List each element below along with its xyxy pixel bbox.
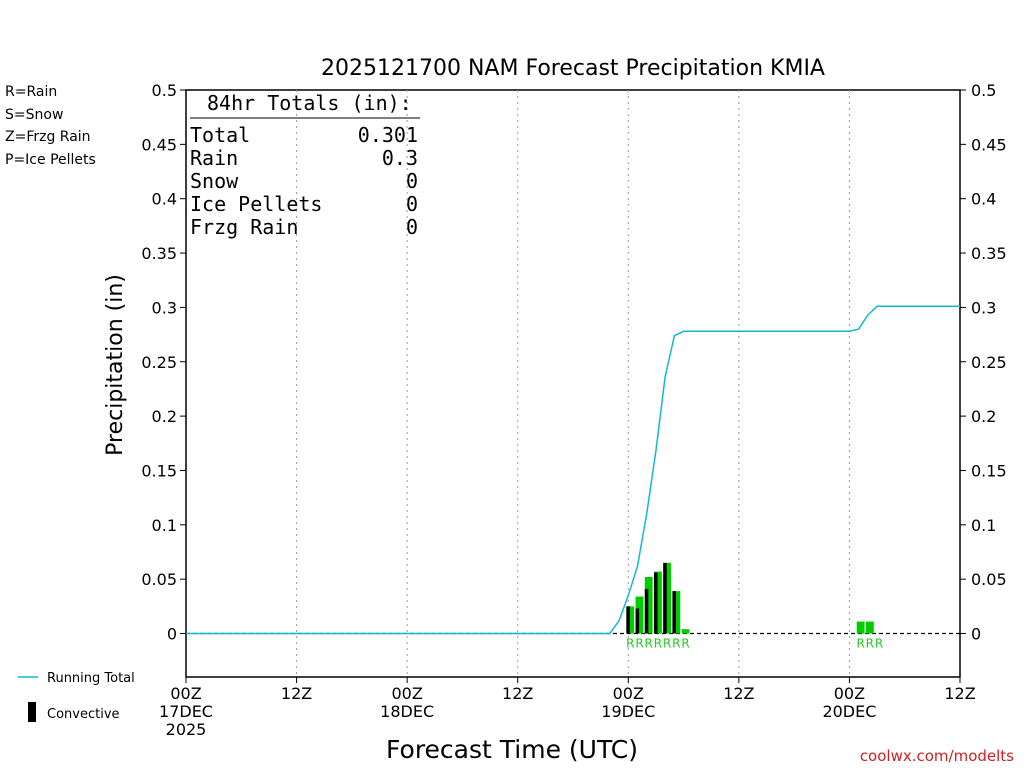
totals-ice-pellets-label: Ice Pellets <box>190 192 322 216</box>
totals-frzg-rain-label: Frzg Rain <box>190 215 298 239</box>
y-tick-label-left: 0.5 <box>152 81 177 100</box>
credit-link[interactable]: coolwx.com/modelts <box>860 747 1014 765</box>
y-tick-label-right: 0 <box>971 625 981 644</box>
precip-code-label: R <box>866 637 874 651</box>
y-tick-label-right: 0.5 <box>971 81 996 100</box>
y-tick-label-left: 0.05 <box>141 570 177 589</box>
plot-frame <box>185 89 961 678</box>
rain-bar <box>644 576 653 634</box>
x-tick-label: 00Z <box>834 684 865 703</box>
legend-convective-label: Convective <box>47 707 120 722</box>
totals-snow-label: Snow <box>190 169 239 193</box>
totals-rain-value: 0.3 <box>382 146 418 170</box>
convective-bar <box>644 588 649 634</box>
y-tick-label-right: 0.3 <box>971 298 996 317</box>
y-tick-label-right: 0.15 <box>971 461 1007 480</box>
convective-bar <box>672 591 676 634</box>
y-tick-label-left: 0.1 <box>152 516 177 535</box>
x-tick-label: 12Z <box>281 684 312 703</box>
y-tick-label-right: 0.45 <box>971 135 1007 154</box>
y-tick-label-right: 0.4 <box>971 190 996 209</box>
precip-code-label: R <box>672 637 680 651</box>
totals-frzg-rain-value: 0 <box>406 215 418 239</box>
x-tick-label: 12Z <box>944 684 975 703</box>
legend-running-total-label: Running Total <box>47 671 135 686</box>
totals-heading: 84hr Totals (in): <box>207 91 412 115</box>
precip-code-label: R <box>654 637 662 651</box>
totals-box: 84hr Totals (in): Total 0.301 Rain 0.3 S… <box>190 91 420 239</box>
convective-bar <box>663 562 667 634</box>
x-tick-label: 00Z <box>170 684 201 703</box>
convective-bar <box>635 608 640 634</box>
totals-snow-value: 0 <box>406 169 418 193</box>
rain-bar <box>663 562 672 634</box>
x-axis-label: Forecast Time (UTC) <box>386 735 638 764</box>
x-tick-label: 12Z <box>502 684 533 703</box>
precip-code-label: R <box>635 637 643 651</box>
precip-code-label: R <box>681 637 689 651</box>
y-tick-label-right: 0.2 <box>971 407 996 426</box>
y-axis-right: 0 0.05 0.1 0.15 0.2 0.25 0.3 0.35 0.4 0.45 0.5 <box>960 81 1007 644</box>
x-tick-label: 17DEC <box>159 702 213 721</box>
legend-rain: R=Rain <box>5 84 57 100</box>
y-tick-label-right: 0.25 <box>971 353 1007 372</box>
rain-bar <box>635 596 644 634</box>
legend-convective-swatch <box>28 702 36 722</box>
y-tick-label-left: 0.2 <box>152 407 177 426</box>
convective-bar <box>654 572 658 634</box>
y-axis-left: 0 0.05 0.1 0.15 0.2 0.25 0.3 0.35 0.4 0.45 0.5 <box>141 81 186 644</box>
precip-code-label: R <box>626 637 634 651</box>
rain-bar <box>681 629 690 634</box>
y-axis-label: Precipitation (in) <box>103 274 128 456</box>
rain-bar <box>626 606 635 634</box>
y-tick-label-right: 0.35 <box>971 244 1007 263</box>
rain-bar <box>672 591 681 634</box>
x-tick-label: 19DEC <box>601 702 655 721</box>
legend-snow: S=Snow <box>5 107 63 123</box>
y-tick-label-right: 0.05 <box>971 570 1007 589</box>
grid-lines <box>296 90 850 677</box>
chart-title: 2025121700 NAM Forecast Precipitation KM… <box>321 56 825 81</box>
y-tick-label-left: 0.25 <box>141 353 177 372</box>
precip-code-label: R <box>645 637 653 651</box>
x-tick-label: 00Z <box>613 684 644 703</box>
legend-frzg-rain: Z=Frzg Rain <box>5 129 91 145</box>
x-tick-label: 00Z <box>391 684 422 703</box>
rain-bar <box>865 621 874 634</box>
y-tick-label-left: 0.15 <box>141 461 177 480</box>
totals-total-label: Total <box>190 123 250 147</box>
x-tick-label: 20DEC <box>822 702 876 721</box>
rain-bar <box>856 621 865 634</box>
x-tick-label: 2025 <box>166 720 207 739</box>
y-tick-label-left: 0.45 <box>141 135 177 154</box>
y-tick-label-left: 0.35 <box>141 244 177 263</box>
rain-bar <box>654 571 662 634</box>
precip-code-label: R <box>856 637 864 651</box>
x-tick-label: 12Z <box>723 684 754 703</box>
totals-ice-pellets-value: 0 <box>406 192 418 216</box>
precip-code-label: R <box>875 637 883 651</box>
y-tick-label-left: 0.3 <box>152 298 177 317</box>
precip-code-label: R <box>663 637 671 651</box>
x-tick-label: 18DEC <box>380 702 434 721</box>
totals-total-value: 0.301 <box>358 123 418 147</box>
series-legend: Running Total Convective <box>18 671 135 722</box>
precip-bars <box>626 562 874 634</box>
y-tick-label-right: 0.1 <box>971 516 996 535</box>
precip-type-legend: R=Rain S=Snow Z=Frzg Rain P=Ice Pellets <box>5 84 96 168</box>
convective-bar <box>626 606 630 634</box>
totals-rain-label: Rain <box>190 146 238 170</box>
running-total-line <box>186 305 960 635</box>
y-tick-label-left: 0 <box>167 625 177 644</box>
y-tick-label-left: 0.4 <box>152 190 177 209</box>
legend-ice-pellets: P=Ice Pellets <box>5 152 96 168</box>
